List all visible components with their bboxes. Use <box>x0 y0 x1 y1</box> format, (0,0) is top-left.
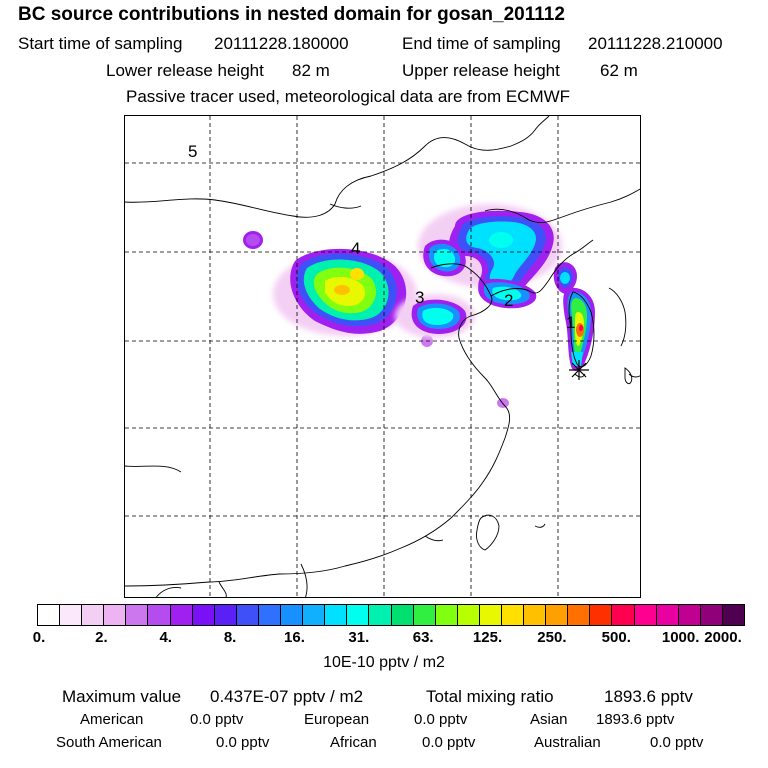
region-american-value: 0.0 pptv <box>190 711 244 728</box>
colorbar-cell <box>699 605 722 625</box>
total-mixing-label: Total mixing ratio <box>426 687 554 706</box>
region-label-1: 1 <box>566 313 575 332</box>
plume-region-2 <box>418 204 562 408</box>
plume-region-3 <box>395 294 475 338</box>
colorbar-cell <box>38 605 60 625</box>
plume-region-4 <box>243 231 433 347</box>
region-labels: 1 2 3 4 5 <box>188 142 575 332</box>
colorbar-cell <box>346 605 369 625</box>
colorbar-cell <box>302 605 325 625</box>
map-title: BC source contributions in nested domain… <box>18 4 565 25</box>
colorbar-cell <box>721 605 744 625</box>
colorbar-cell <box>81 605 104 625</box>
colorbar-cell <box>633 605 656 625</box>
colorbar-cell <box>545 605 568 625</box>
region-african-value: 0.0 pptv <box>422 734 476 751</box>
region-european-value: 0.0 pptv <box>414 711 468 728</box>
region-australian-name: Australian <box>534 734 601 751</box>
colorbar-cell <box>125 605 148 625</box>
start-label: Start time of sampling <box>18 34 183 53</box>
region-label-3: 3 <box>415 288 424 307</box>
upper-release-value: 62 m <box>600 61 638 80</box>
colorbar-tick-label: 0. <box>32 629 46 646</box>
tracer-note: Passive tracer used, meteorological data… <box>126 87 571 106</box>
receptor-asterisk-marker <box>569 360 589 380</box>
coastlines <box>125 116 640 597</box>
colorbar-tick-label: 63. <box>412 629 434 646</box>
colorbar-cell <box>434 605 457 625</box>
region-american-name: American <box>80 711 144 728</box>
colorbar-cell <box>589 605 612 625</box>
colorbar-cell <box>59 605 82 625</box>
colorbar-tick-label: 1000. <box>661 629 700 646</box>
region-european-name: European <box>304 711 370 728</box>
colorbar-cell <box>412 605 435 625</box>
region-south-american-value: 0.0 pptv <box>216 734 270 751</box>
colorbar-cell <box>567 605 590 625</box>
lower-release-value: 82 m <box>292 61 330 80</box>
region-label-2: 2 <box>504 291 513 310</box>
colorbar-cell <box>235 605 258 625</box>
colorbar-cell <box>456 605 479 625</box>
colorbar-cell <box>103 605 126 625</box>
colorbar-cell <box>280 605 303 625</box>
graticule <box>125 116 640 597</box>
colorbar-cell <box>191 605 214 625</box>
total-mixing-value: 1893.6 pptv <box>604 687 693 706</box>
colorbar-tick-label: 16. <box>284 629 305 646</box>
colorbar-cell <box>677 605 700 625</box>
region-australian-value: 0.0 pptv <box>650 734 704 751</box>
colorbar-tick-label: 125. <box>472 629 503 646</box>
colorbar-cell <box>257 605 281 625</box>
colorbar-tick-label: 31. <box>348 629 370 646</box>
colorbar-cell <box>324 605 347 625</box>
map-canvas: 1 2 3 4 5 <box>125 116 640 597</box>
colorbar-tick-label: 2. <box>95 629 108 646</box>
colorbar-tick-label: 500. <box>601 629 631 646</box>
colorbar-units: 10E-10 pptv / m2 <box>323 654 445 671</box>
region-label-5: 5 <box>188 142 197 161</box>
plume-layer <box>243 204 595 408</box>
region-asian-name: Asian <box>530 711 568 728</box>
max-value: 0.437E-07 pptv / m2 <box>210 687 364 706</box>
map-panel: 1 2 3 4 5 <box>124 115 641 598</box>
colorbar-tick-label: 8. <box>223 629 237 646</box>
region-african-name: African <box>330 734 377 751</box>
colorbar <box>37 604 745 626</box>
end-label: End time of sampling <box>402 34 561 53</box>
region-south-american-name: South American <box>56 734 162 751</box>
colorbar-cell <box>523 605 546 625</box>
colorbar-cell <box>147 605 170 625</box>
colorbar-cell <box>611 605 634 625</box>
lower-release-label: Lower release height <box>106 61 264 80</box>
colorbar-tick-label: 250. <box>537 629 567 646</box>
colorbar-tick-label: 4. <box>159 629 172 646</box>
colorbar-cell <box>368 605 391 625</box>
end-value: 20111228.210000 <box>588 34 723 53</box>
upper-release-label: Upper release height <box>402 61 560 80</box>
colorbar-cell <box>169 605 192 625</box>
colorbar-tick-label: 2000. <box>704 629 742 646</box>
colorbar-cell <box>390 605 413 625</box>
colorbar-cell <box>478 605 501 625</box>
start-value: 20111228.180000 <box>214 34 349 53</box>
colorbar-cell <box>213 605 236 625</box>
region-label-4: 4 <box>351 239 360 258</box>
region-asian-value: 1893.6 pptv <box>596 711 675 728</box>
colorbar-cell <box>655 605 678 625</box>
plume-region-1 <box>553 262 595 371</box>
colorbar-cell <box>500 605 524 625</box>
max-value-label: Maximum value <box>62 687 182 706</box>
